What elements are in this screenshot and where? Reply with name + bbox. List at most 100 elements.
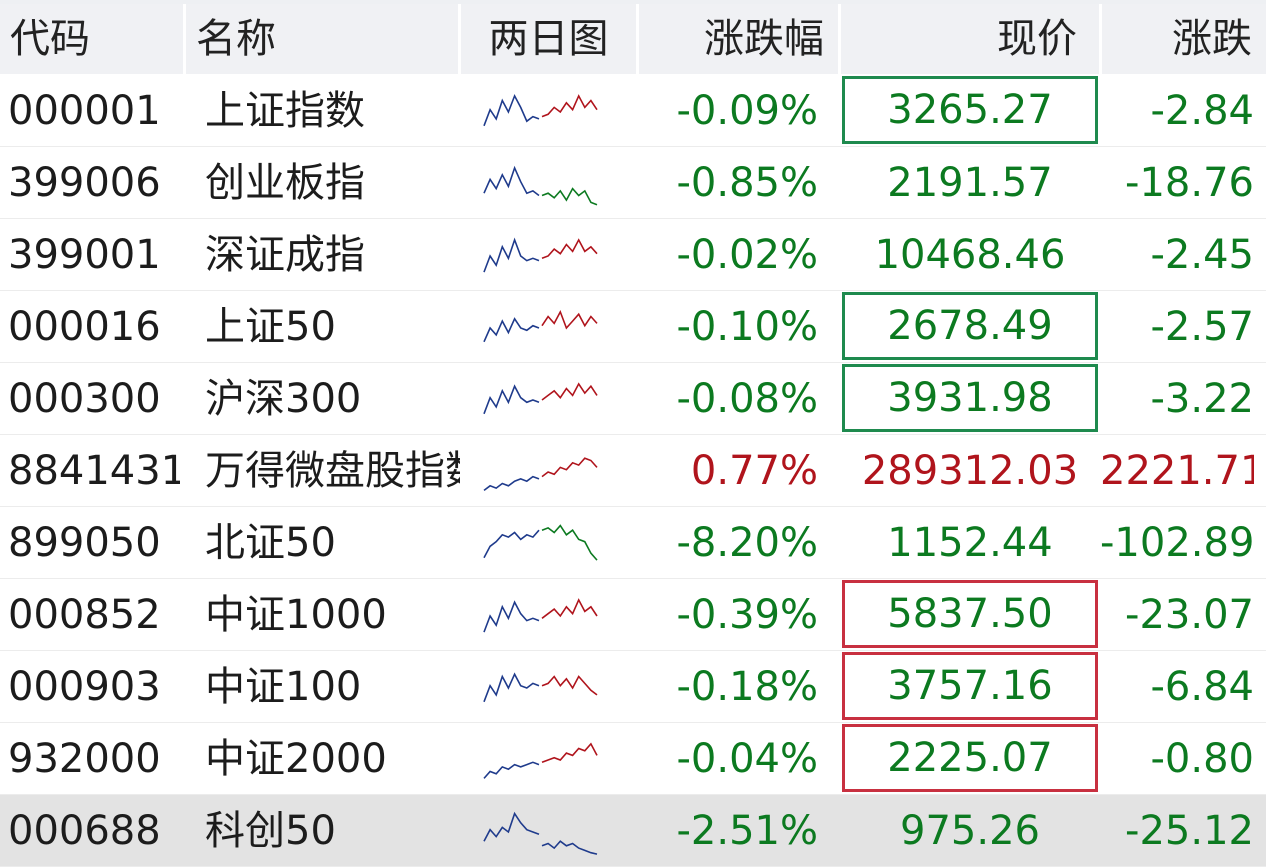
stock-code: 932000 [8, 736, 161, 782]
sparkline-day1 [483, 761, 540, 779]
header-change[interactable]: 涨跌 [1102, 4, 1266, 74]
header-chart[interactable]: 两日图 [461, 4, 639, 74]
sparkline-day1 [483, 529, 540, 559]
pct-change: -0.08% [676, 376, 818, 422]
header-pct-change[interactable]: 涨跌幅 [639, 4, 841, 74]
price-change: -0.80 [1150, 736, 1255, 782]
sparkline-day2 [541, 187, 598, 206]
price-change: 2221.71 [1100, 448, 1254, 494]
price-change: -23.07 [1125, 592, 1254, 638]
sparkline-day1 [483, 317, 540, 343]
stock-name: 上证指数 [205, 88, 365, 134]
two-day-sparkline [480, 75, 605, 147]
sparkline-day1 [483, 93, 540, 127]
current-price: 2678.49 [842, 292, 1098, 360]
sparkline-day1 [483, 237, 540, 273]
stock-name: 上证50 [205, 304, 336, 350]
price-change: -2.45 [1150, 232, 1255, 278]
two-day-sparkline [480, 795, 605, 867]
current-price: 975.26 [900, 808, 1040, 854]
price-change: -25.12 [1125, 808, 1254, 854]
sparkline-day2 [541, 457, 598, 478]
stock-name: 中证1000 [205, 592, 387, 638]
sparkline-day1 [483, 475, 540, 492]
two-day-sparkline [480, 435, 605, 507]
sparkline-day1 [483, 165, 540, 197]
sparkline-chart [483, 742, 598, 779]
stock-name: 万得微盘股指数 [205, 448, 460, 494]
current-price: 3265.27 [842, 76, 1098, 144]
stock-name: 深证成指 [205, 232, 365, 278]
stock-code: 000001 [8, 88, 161, 134]
table-row[interactable]: 000903 中证100 -0.18% 3757.16 -6.84 [0, 651, 1266, 723]
pct-change: -0.02% [676, 232, 818, 278]
two-day-sparkline [480, 219, 605, 291]
current-price: 3757.16 [842, 652, 1098, 720]
stock-code: 000852 [8, 592, 161, 638]
pct-change: -0.18% [676, 664, 818, 710]
sparkline-day2 [541, 675, 598, 696]
sparkline-chart [483, 382, 598, 415]
stock-name: 北证50 [205, 520, 336, 566]
current-price: 2191.57 [887, 160, 1053, 206]
sparkline-chart [483, 811, 598, 855]
two-day-sparkline [480, 651, 605, 723]
two-day-sparkline [480, 291, 605, 363]
pct-change: -2.51% [676, 808, 818, 854]
table-row[interactable]: 8841431 万得微盘股指数 0.77% 289312.03 2221.71 [0, 435, 1266, 507]
current-price: 1152.44 [887, 520, 1053, 566]
sparkline-day1 [483, 672, 540, 703]
stock-code: 000688 [8, 808, 161, 854]
sparkline-chart [483, 309, 598, 343]
table-row[interactable]: 000001 上证指数 -0.09% 3265.27 -2.84 [0, 75, 1266, 147]
sparkline-chart [483, 457, 598, 492]
table-row[interactable]: 399006 创业板指 -0.85% 2191.57 -18.76 [0, 147, 1266, 219]
header-name[interactable]: 名称 [186, 4, 461, 74]
sparkline-day2 [541, 309, 598, 330]
sparkline-day2 [541, 742, 598, 764]
two-day-sparkline [480, 723, 605, 795]
table-row[interactable]: 899050 北证50 -8.20% 1152.44 -102.89 [0, 507, 1266, 579]
sparkline-day2 [541, 524, 598, 561]
stock-code: 000016 [8, 304, 161, 350]
sparkline-chart [483, 165, 598, 206]
sparkline-day1 [483, 384, 540, 415]
stock-code: 399006 [8, 160, 161, 206]
table-row[interactable]: 000300 沪深300 -0.08% 3931.98 -3.22 [0, 363, 1266, 435]
sparkline-day2 [541, 382, 598, 401]
pct-change: -0.09% [676, 88, 818, 134]
sparkline-day1 [483, 600, 540, 633]
sparkline-chart [483, 237, 598, 273]
pct-change: -0.04% [676, 736, 818, 782]
table-row[interactable]: 000852 中证1000 -0.39% 5837.50 -23.07 [0, 579, 1266, 651]
sparkline-day2 [541, 238, 598, 260]
two-day-sparkline [480, 363, 605, 435]
table-row[interactable]: 000016 上证50 -0.10% 2678.49 -2.57 [0, 291, 1266, 363]
stock-code: 000300 [8, 376, 161, 422]
current-price: 5837.50 [842, 580, 1098, 648]
price-change: -2.57 [1150, 304, 1255, 350]
price-change: -18.76 [1125, 160, 1254, 206]
pct-change: -0.10% [676, 304, 818, 350]
current-price: 10468.46 [874, 232, 1066, 278]
price-change: -2.84 [1150, 88, 1255, 134]
table-row[interactable]: 932000 中证2000 -0.04% 2225.07 -0.80 [0, 723, 1266, 795]
stock-name: 中证2000 [205, 736, 387, 782]
stock-code: 899050 [8, 520, 161, 566]
stock-name: 科创50 [205, 808, 336, 854]
sparkline-chart [483, 672, 598, 703]
sparkline-day2 [541, 598, 598, 619]
table-row[interactable]: 399001 深证成指 -0.02% 10468.46 -2.45 [0, 219, 1266, 291]
sparkline-day2 [541, 840, 598, 855]
current-price: 3931.98 [842, 364, 1098, 432]
sparkline-day1 [483, 811, 540, 842]
pct-change: -0.85% [676, 160, 818, 206]
header-code[interactable]: 代码 [0, 4, 186, 74]
pct-change: 0.77% [690, 448, 818, 494]
table-row[interactable]: 000688 科创50 -2.51% 975.26 -25.12 [0, 795, 1266, 867]
price-change: -102.89 [1100, 520, 1254, 566]
sparkline-day2 [541, 94, 598, 118]
sparkline-chart [483, 598, 598, 633]
two-day-sparkline [480, 147, 605, 219]
header-price[interactable]: 现价 [841, 4, 1102, 74]
